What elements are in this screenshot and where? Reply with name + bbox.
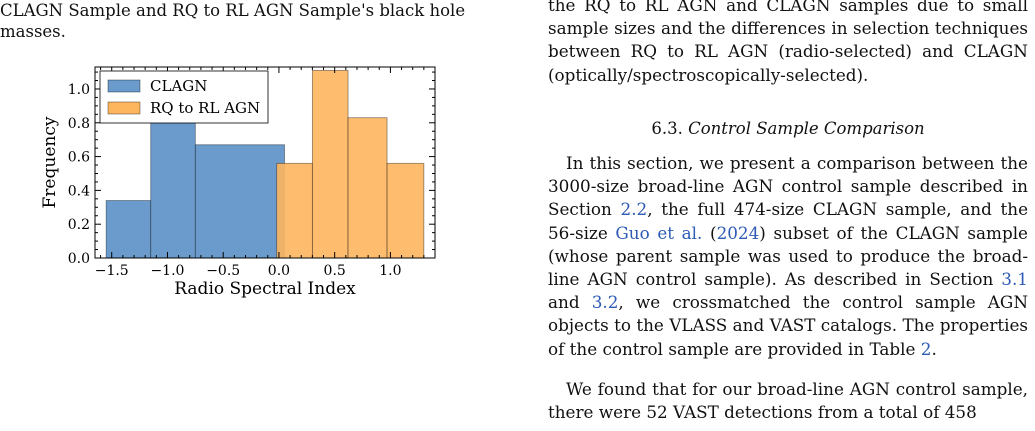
y-tick-label: 0.6 — [68, 150, 90, 166]
ref-section-2-2[interactable]: 2.2 — [620, 199, 648, 220]
plot-frame — [94, 66, 436, 259]
left-column: CLAGN Sample and RQ to RL AGN Sample's b… — [0, 0, 500, 427]
p1-text-5: and — [548, 292, 592, 313]
bar-rq-to-rl-agn-3 — [386, 162, 425, 259]
y-tick-label: 0.8 — [68, 116, 90, 132]
x-tick-label: 0.5 — [324, 263, 346, 279]
bar-clagn-0 — [105, 200, 152, 259]
chart-legend: CLAGN RQ to RL AGN — [99, 70, 269, 124]
ref-section-3-1[interactable]: 3.1 — [1001, 269, 1028, 290]
legend-swatch-0 — [107, 79, 141, 93]
section-paragraph-1: In this section, we present a comparison… — [548, 152, 1028, 361]
section-paragraph-2: We found that for our broad-line AGN con… — [548, 379, 1028, 423]
y-tick-label: 0.2 — [68, 217, 90, 233]
ref-table-2[interactable]: 2 — [920, 338, 932, 359]
histogram-chart: −1.5 −1.0 −0.5 0.0 0.5 1.00.00.20.40.60.81.0 … — [40, 66, 436, 299]
x-tick-label: 1.0 — [379, 263, 401, 279]
y-tick-label: 1.0 — [68, 82, 90, 98]
legend-swatch-1 — [107, 101, 141, 115]
bar-rq-to-rl-agn-0 — [276, 162, 313, 259]
ref-guo-et-al[interactable]: Guo et al. — [615, 222, 703, 243]
x-tick-label: −1.0 — [150, 263, 184, 279]
bar-rq-to-rl-agn-2 — [347, 117, 388, 259]
bars-group — [105, 69, 425, 259]
x-tick-label: 0.0 — [268, 263, 290, 279]
p1-text-3: ( — [702, 222, 717, 243]
bar-clagn-1 — [150, 115, 196, 259]
ref-year-2024[interactable]: 2024 — [716, 222, 760, 243]
section-number: 6.3. — [651, 119, 683, 138]
section-heading: 6.3. Control Sample Comparison — [548, 119, 1028, 138]
section-title: Control Sample Comparison — [688, 119, 925, 138]
y-tick-label: 0.0 — [68, 251, 90, 267]
legend-label-1: RQ to RL AGN — [150, 99, 260, 117]
p1-text-4: ) subset of the CLAGN sample (whose pare… — [548, 222, 1028, 290]
x-tick-label: −0.5 — [206, 263, 240, 279]
figure-caption: CLAGN Sample and RQ to RL AGN Sample's b… — [0, 1, 466, 41]
p1-text-1: In this section, we present a comparison… — [548, 153, 1028, 220]
x-tick-label: −1.5 — [95, 263, 129, 279]
continuation-paragraph: the RQ to RL AGN and CLAGN samples due t… — [548, 0, 1028, 85]
legend-label-0: CLAGN — [150, 77, 207, 95]
y-tick-label: 0.4 — [68, 183, 90, 199]
p1-text-2: , the full 474-size CLAGN sample, and th… — [548, 199, 1028, 243]
p1-text-6: , we crossmatched the control sample AGN… — [548, 292, 1028, 359]
right-column: the RQ to RL AGN and CLAGN samples due t… — [548, 0, 1028, 427]
x-axis-label: Radio Spectral Index — [174, 279, 356, 299]
p1-text-7: . — [931, 338, 937, 359]
bar-clagn-2 — [194, 144, 285, 259]
y-axis-label: Frequency — [40, 116, 60, 208]
ref-section-3-2[interactable]: 3.2 — [591, 292, 619, 313]
legend-box — [99, 70, 269, 124]
tick-labels-group: −1.5 −1.0 −0.5 0.0 0.5 1.0 0.0 0.2 0.4 0.6 0.8 1.0 — [68, 82, 402, 279]
histogram-figure: −1.5 −1.0 −0.5 0.0 0.5 1.0 0.0 0.2 0.4 0.6 0.8 1.0 … — [0, 56, 500, 427]
bar-rq-to-rl-agn-1 — [311, 69, 349, 259]
